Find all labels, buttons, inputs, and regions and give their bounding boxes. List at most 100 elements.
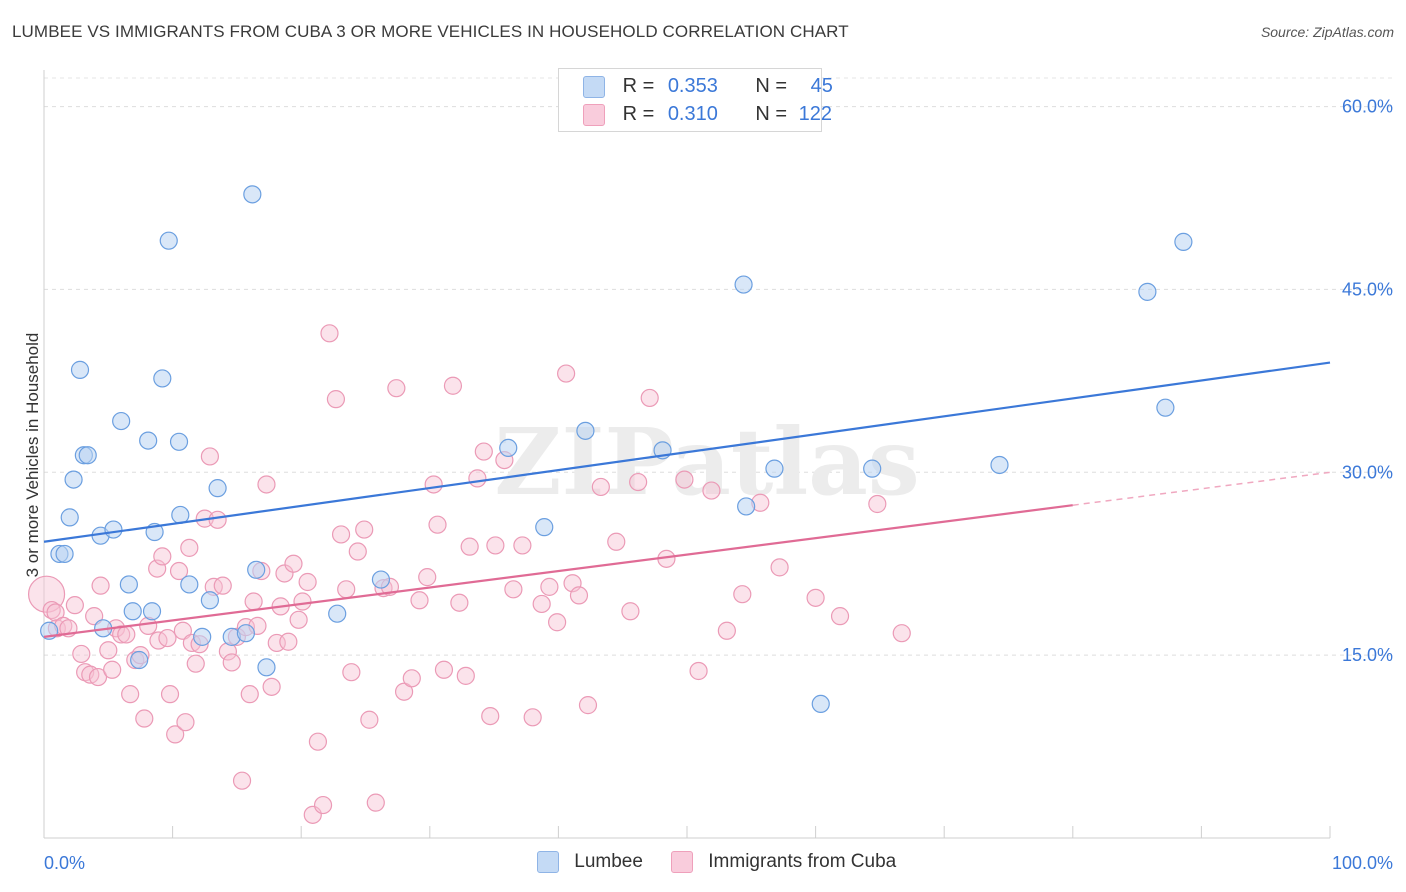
cuba-point bbox=[456, 666, 475, 685]
cuba-point bbox=[293, 592, 312, 611]
cuba-point bbox=[99, 641, 118, 660]
lumbee-point bbox=[169, 432, 189, 451]
lumbee-point bbox=[119, 575, 138, 594]
cuba-point bbox=[523, 708, 542, 727]
cuba-point bbox=[308, 732, 328, 751]
cuba-point bbox=[289, 610, 308, 629]
lumbee-point bbox=[576, 421, 595, 440]
cuba-point bbox=[121, 685, 140, 704]
lumbee-point bbox=[70, 360, 90, 379]
cuba-point bbox=[313, 795, 333, 815]
x-tick-label: 100.0% bbox=[1332, 853, 1393, 873]
cuba-point bbox=[689, 661, 708, 681]
lumbee-point bbox=[328, 604, 347, 623]
cuba-point bbox=[158, 628, 177, 648]
legend-row-cuba: R = 0.310 N = 122 bbox=[583, 103, 832, 127]
r-label: R = bbox=[622, 75, 655, 98]
lumbee-point bbox=[257, 658, 276, 677]
lumbee-point bbox=[243, 185, 262, 204]
watermark: ZIPatlas bbox=[494, 408, 919, 516]
cuba-point bbox=[830, 607, 850, 626]
correlation-legend: R = 0.353 N = 45 R = 0.310 N = 122 bbox=[558, 68, 833, 132]
lumbee-point bbox=[55, 544, 74, 564]
cuba-point bbox=[160, 685, 180, 704]
n-label: N = bbox=[755, 103, 788, 126]
cuba-point bbox=[46, 603, 65, 622]
cuba-point bbox=[186, 654, 205, 673]
cuba-swatch bbox=[671, 851, 693, 873]
cuba-point bbox=[806, 588, 825, 607]
cuba-point bbox=[320, 324, 339, 343]
cuba-trendline-extension bbox=[1072, 471, 1331, 506]
cuba-point bbox=[450, 593, 469, 612]
lumbee-point bbox=[193, 627, 212, 646]
cuba-point bbox=[434, 660, 454, 679]
lumbee-point bbox=[78, 446, 97, 465]
cuba-point bbox=[240, 685, 259, 704]
legend-lumbee-label: Lumbee bbox=[574, 851, 643, 872]
cuba-point bbox=[180, 538, 199, 557]
cuba-trendline bbox=[43, 504, 1073, 638]
y-tick-label: 15.0% bbox=[1342, 645, 1393, 665]
cuba-point bbox=[355, 520, 374, 539]
cuba-point bbox=[85, 607, 104, 626]
lumbee-point bbox=[60, 508, 79, 527]
lumbee-point bbox=[1138, 282, 1157, 301]
cuba-point bbox=[468, 469, 487, 488]
cuba-point bbox=[284, 554, 303, 573]
cuba-point bbox=[213, 576, 232, 595]
lumbee-point bbox=[371, 570, 391, 589]
cuba-point bbox=[532, 594, 551, 614]
cuba-point bbox=[387, 379, 406, 398]
source-label: Source: ZipAtlas.com bbox=[1260, 24, 1394, 40]
n-value: 122 bbox=[798, 103, 832, 126]
cuba-point bbox=[91, 576, 110, 595]
cuba-point bbox=[629, 472, 648, 492]
r-value: 0.353 bbox=[667, 75, 718, 98]
cuba-point bbox=[103, 660, 122, 679]
cuba-point bbox=[337, 580, 356, 599]
lumbee-point bbox=[863, 459, 882, 478]
cuba-point bbox=[298, 572, 317, 592]
y-tick-label: 60.0% bbox=[1342, 97, 1393, 117]
lumbee-point bbox=[130, 650, 149, 670]
cuba-point bbox=[607, 532, 626, 551]
cuba-point bbox=[402, 669, 421, 688]
cuba-point bbox=[153, 547, 172, 566]
y-tick-label: 45.0% bbox=[1342, 279, 1393, 299]
cuba-point bbox=[176, 713, 195, 732]
chart-title: LUMBEE VS IMMIGRANTS FROM CUBA 3 OR MORE… bbox=[12, 22, 849, 41]
cuba-point bbox=[200, 447, 219, 466]
lumbee-point bbox=[765, 459, 784, 478]
y-axis-label: 3 or more Vehicles in Household bbox=[23, 333, 42, 578]
lumbee-swatch bbox=[537, 851, 559, 873]
cuba-point bbox=[360, 710, 379, 729]
lumbee-trendline bbox=[43, 361, 1331, 543]
cuba-point bbox=[702, 481, 721, 500]
n-value: 45 bbox=[810, 75, 833, 98]
r-value: 0.310 bbox=[667, 103, 718, 126]
cuba-point bbox=[578, 696, 598, 715]
cuba-point bbox=[428, 515, 447, 534]
cuba-point bbox=[366, 793, 385, 812]
cuba-point bbox=[232, 771, 252, 790]
cuba-point bbox=[474, 442, 493, 461]
cuba-point bbox=[208, 510, 227, 529]
legend-row-lumbee: R = 0.353 N = 45 bbox=[583, 75, 833, 99]
cuba-point bbox=[331, 525, 351, 544]
cuba-point bbox=[513, 536, 532, 555]
lumbee-point bbox=[123, 602, 142, 621]
cuba-point bbox=[892, 624, 911, 643]
cuba-point bbox=[279, 632, 298, 651]
cuba-point bbox=[460, 537, 479, 556]
cuba-point bbox=[222, 653, 241, 672]
cuba-point bbox=[418, 568, 437, 587]
n-label: N = bbox=[755, 75, 788, 98]
cuba-point bbox=[88, 667, 108, 687]
cuba-point bbox=[326, 390, 346, 409]
cuba-point bbox=[770, 558, 789, 577]
lumbee-point bbox=[139, 431, 158, 450]
lumbee-point bbox=[64, 470, 83, 489]
cuba-point bbox=[675, 470, 694, 489]
